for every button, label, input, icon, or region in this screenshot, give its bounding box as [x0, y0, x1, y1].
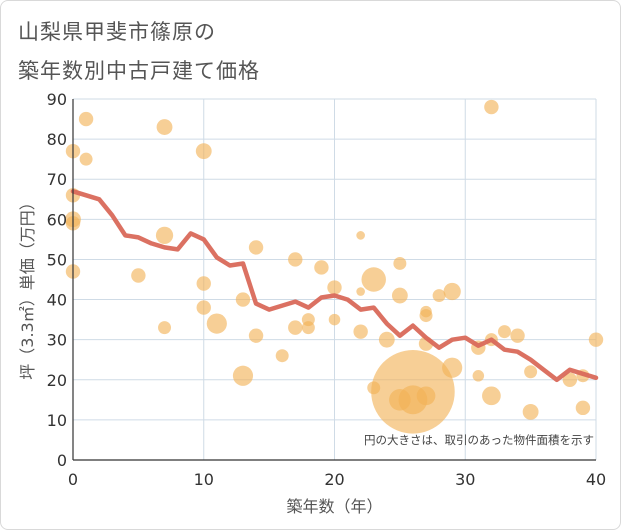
- data-bubble: [356, 287, 365, 296]
- y-tick-label: 60: [47, 210, 67, 229]
- data-bubble: [393, 256, 407, 270]
- y-tick-label: 90: [47, 90, 67, 109]
- data-bubble: [288, 320, 303, 335]
- y-tick-label: 30: [47, 331, 67, 350]
- trend-layer: [70, 189, 599, 383]
- y-tick-label: 80: [47, 130, 67, 149]
- data-bubble: [195, 143, 212, 160]
- y-tick-label: 50: [47, 250, 67, 269]
- data-bubble: [248, 240, 264, 255]
- x-tick-label: 40: [586, 470, 606, 489]
- data-bubble: [522, 403, 539, 420]
- data-bubble: [442, 357, 463, 378]
- data-bubble: [327, 280, 342, 295]
- data-bubble: [314, 260, 329, 275]
- chart-title-line1: 山梨県甲斐市篠原の: [18, 20, 216, 44]
- data-bubble: [443, 282, 461, 301]
- data-bubble: [155, 226, 174, 245]
- x-tick-label: 20: [324, 470, 344, 489]
- bubble-size-note: 円の大きさは、取引のあった物件面積を示す: [364, 433, 594, 447]
- axis-layer: 0 10 20 30 40 0 10 20 30 40 50 60 70 80 90: [47, 90, 607, 489]
- data-bubble: [206, 313, 227, 334]
- chart-title-line2: 築年数別中古戸建て価格: [18, 59, 260, 83]
- data-bubble: [275, 349, 289, 363]
- data-bubble: [472, 370, 485, 382]
- data-bubble: [562, 372, 578, 387]
- data-bubble: [353, 324, 368, 339]
- x-tick-label: 0: [68, 470, 78, 489]
- data-bubble: [482, 386, 501, 406]
- data-bubble: [361, 267, 386, 292]
- y-tick-label: 40: [47, 291, 67, 310]
- data-bubble: [510, 328, 525, 343]
- data-bubble: [484, 99, 499, 115]
- data-bubble: [497, 325, 511, 339]
- data-bubble: [196, 276, 211, 291]
- data-bubble: [356, 231, 365, 240]
- data-bubble: [391, 287, 408, 304]
- grid-layer: [73, 98, 597, 460]
- data-bubble: [196, 300, 211, 315]
- data-bubble: [419, 309, 433, 323]
- data-bubble: [288, 252, 303, 267]
- data-bubble: [79, 152, 93, 166]
- x-tick-label: 30: [455, 470, 475, 489]
- y-tick-label: 0: [57, 451, 67, 470]
- data-bubble: [131, 268, 146, 283]
- data-bubble: [575, 400, 591, 416]
- data-bubble: [432, 289, 446, 303]
- trend-line: [70, 189, 599, 383]
- data-bubble: [524, 365, 538, 379]
- y-tick-label: 20: [47, 371, 67, 390]
- data-bubble: [158, 321, 172, 335]
- data-bubble: [78, 111, 94, 127]
- data-bubble: [328, 313, 341, 326]
- data-bubble: [301, 321, 315, 335]
- data-bubble: [416, 386, 436, 406]
- data-bubble: [248, 328, 264, 343]
- data-bubble: [378, 331, 395, 348]
- x-axis-label: 築年数（年）: [286, 497, 382, 516]
- x-tick-label: 10: [194, 470, 214, 489]
- y-tick-label: 70: [47, 170, 67, 189]
- bubble-layer: [65, 99, 604, 434]
- data-bubble: [235, 292, 251, 307]
- data-bubble: [588, 332, 604, 347]
- y-axis-label: 坪（3.3㎡）単価（万円）: [18, 194, 37, 379]
- data-bubble: [232, 365, 254, 386]
- y-tick-label: 10: [47, 411, 67, 430]
- data-bubble: [156, 119, 173, 135]
